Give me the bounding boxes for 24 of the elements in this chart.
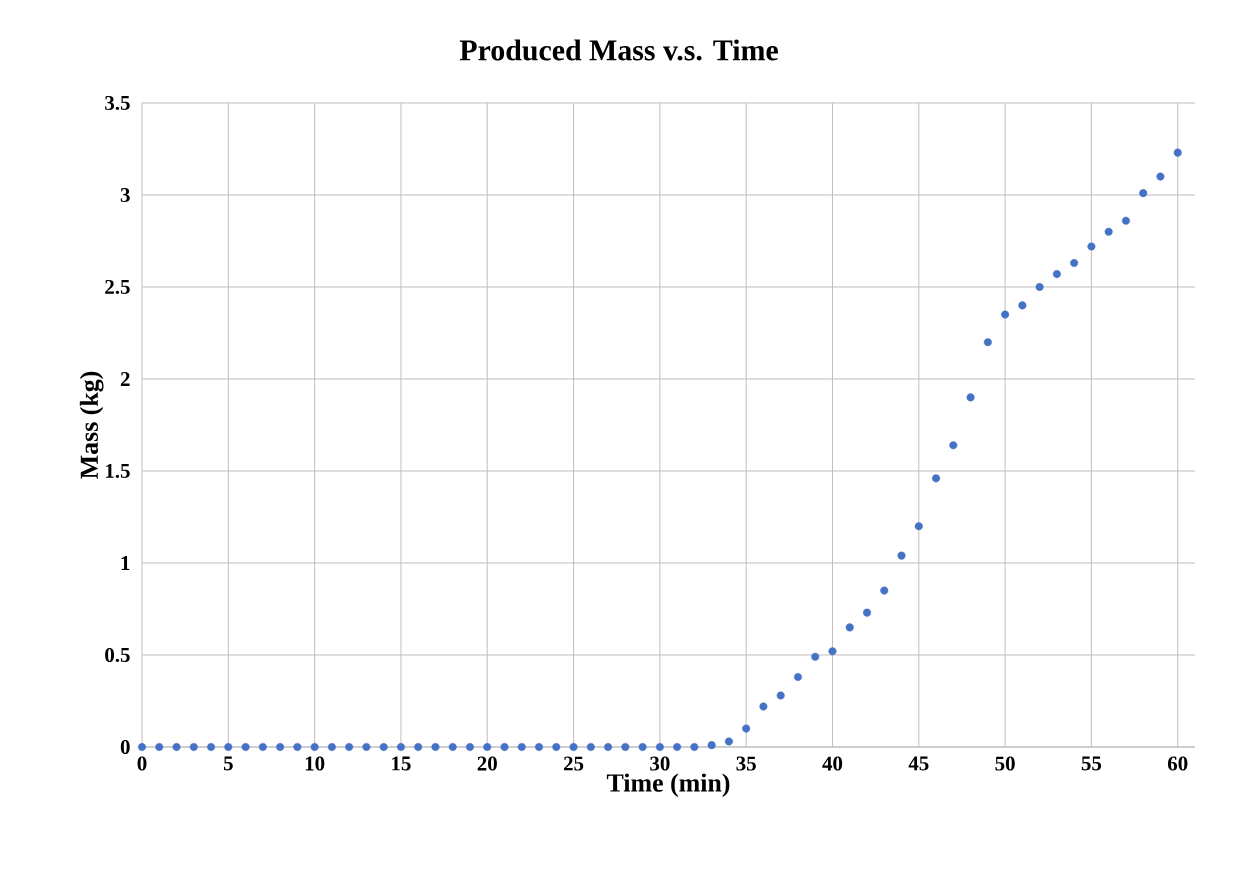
x-tick-label: 35	[736, 756, 756, 771]
x-tick-label: 15	[392, 756, 411, 771]
y-tick-label: 0.5	[105, 647, 130, 663]
chart-title: Produced Mass v.s. Time	[459, 39, 778, 61]
x-axis-title: Time (min)	[606, 773, 730, 797]
y-tick-label: 2	[120, 372, 130, 386]
y-tick-label: 2.5	[105, 279, 130, 295]
x-tick-label: 25	[563, 756, 584, 771]
x-tick-label: 5	[223, 756, 233, 771]
x-tick-label: 55	[1081, 756, 1102, 771]
y-tick-label: 0	[120, 739, 130, 755]
x-tick-label: 60	[1167, 756, 1188, 771]
x-tick-label: 30	[650, 756, 670, 771]
y-tick-label: 1	[121, 556, 130, 570]
x-tick-label: 0	[137, 756, 147, 771]
y-axis-title: Mass (kg)	[79, 371, 104, 479]
x-tick-label: 20	[477, 756, 497, 771]
x-tick-label: 40	[822, 756, 843, 771]
y-tick-label: 1.5	[106, 463, 130, 479]
x-tick-label: 10	[305, 756, 325, 771]
y-tick-label: 3.5	[105, 95, 130, 111]
y-tick-label: 3	[120, 187, 130, 203]
x-tick-label: 50	[995, 756, 1015, 771]
x-tick-label: 45	[908, 756, 929, 771]
